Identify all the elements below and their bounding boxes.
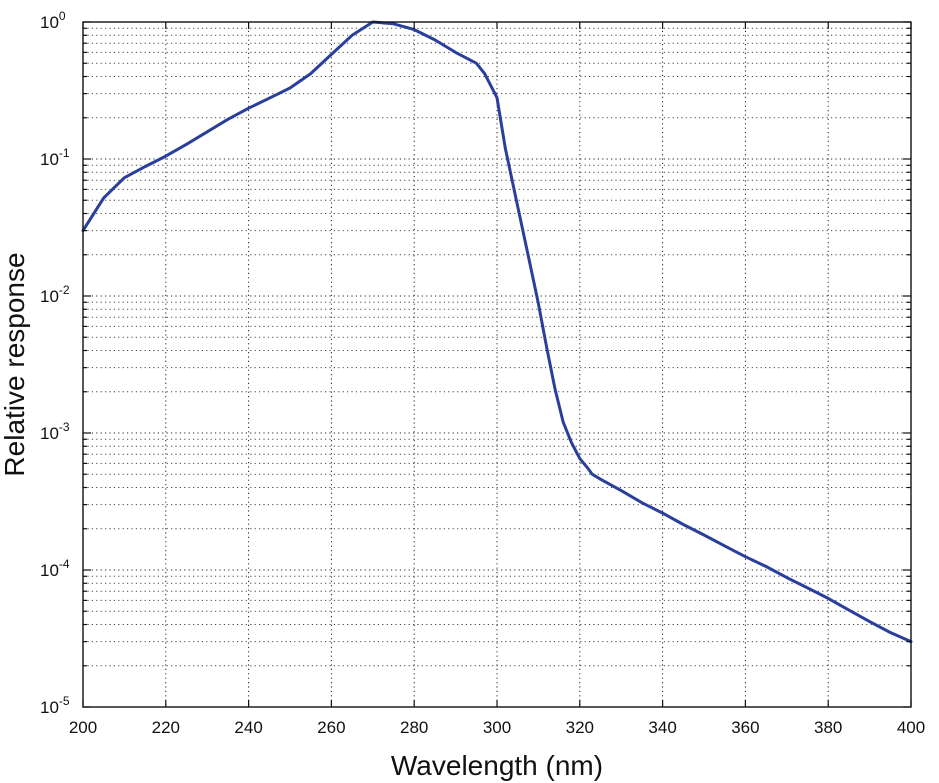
x-tick-label: 280 — [400, 718, 428, 737]
plot-frame — [82, 21, 912, 708]
y-axis-title: Relative response — [0, 252, 30, 476]
series-line-0 — [81, 20, 913, 644]
axis-ticks: 200 220 240 260 280 300 320 340 360 380 400 100 10-1… — [40, 9, 925, 737]
y-tick-label: 10-2 — [40, 283, 70, 306]
x-tick-label: 200 — [69, 718, 97, 737]
y-tick-label: 10-1 — [40, 146, 70, 169]
x-axis-title: Wavelength (nm) — [391, 750, 603, 781]
grid — [83, 22, 911, 707]
x-tick-label: 340 — [648, 718, 676, 737]
series-layer — [81, 20, 913, 644]
x-tick-label: 240 — [234, 718, 262, 737]
y-tick-label: 10-4 — [40, 557, 70, 580]
y-tick-label: 100 — [40, 9, 66, 32]
x-tick-label: 220 — [152, 718, 180, 737]
x-tick-label: 400 — [897, 718, 925, 737]
x-tick-label: 360 — [731, 718, 759, 737]
x-tick-label: 300 — [483, 718, 511, 737]
y-tick-label: 10-5 — [40, 694, 70, 717]
x-tick-label: 260 — [317, 718, 345, 737]
x-tick-label: 380 — [814, 718, 842, 737]
y-tick-label: 10-3 — [40, 420, 70, 443]
x-tick-label: 320 — [566, 718, 594, 737]
